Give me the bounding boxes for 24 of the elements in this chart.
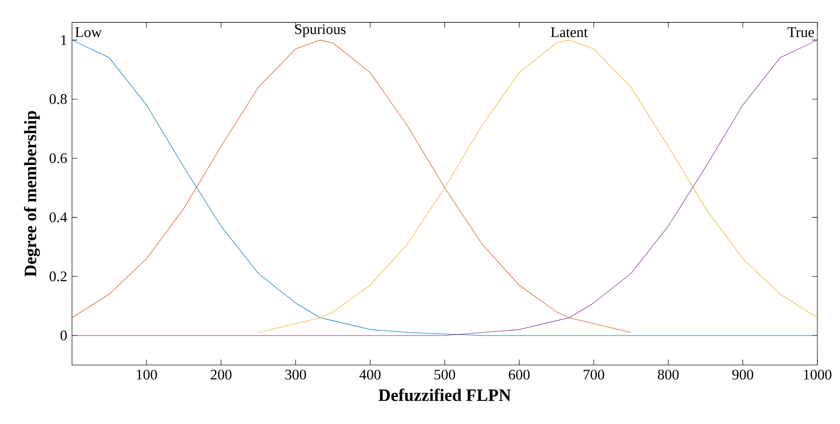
x-tick-label: 500 (434, 370, 456, 380)
x-tick-label: 300 (285, 370, 306, 380)
y-tick-label: 0.8 (50, 94, 67, 104)
y-tick-label: 0.4 (50, 212, 68, 222)
x-tick-label: 400 (359, 370, 381, 380)
y-axis-title: Degree of membership (24, 111, 40, 277)
series-label: Spurious (295, 24, 346, 38)
x-tick-label: 100 (136, 370, 157, 380)
series-label: Latent (550, 27, 588, 38)
series-label: Low (75, 27, 102, 38)
y-tick-label: 1 (61, 35, 66, 45)
x-axis-title: Defuzzified FLPN (378, 388, 511, 402)
x-tick-label: 600 (508, 370, 530, 380)
line-series (72, 40, 632, 333)
series-label: True (788, 27, 814, 38)
x-tick-label: 700 (584, 370, 604, 380)
y-tick-label: 0 (60, 330, 67, 340)
x-tick-label: 800 (658, 370, 679, 380)
y-tick-label: 0.2 (50, 271, 66, 282)
y-tick-label: 0.6 (50, 153, 67, 164)
line-series (258, 40, 818, 333)
x-tick-label: 200 (210, 370, 232, 380)
x-tick-label: 900 (732, 370, 754, 380)
x-tick-label: 1000 (804, 370, 832, 380)
